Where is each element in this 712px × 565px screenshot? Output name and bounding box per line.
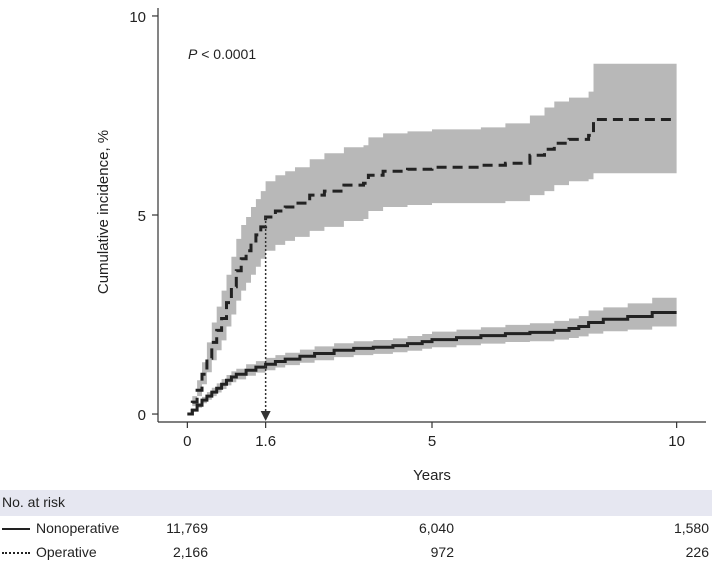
risk-value: 11,769	[166, 520, 208, 536]
x-tick-label: 1.6	[255, 433, 276, 450]
nonoperative-confidence-band	[187, 297, 677, 414]
axes: 0 5 10 0 1.6 5 10	[129, 8, 706, 450]
risk-value: 1,580	[673, 520, 709, 536]
risk-table-title: No. at risk	[2, 494, 66, 510]
x-tick-label: 10	[668, 433, 685, 450]
operative-series-line	[187, 118, 677, 416]
risk-row-nonoperative: Nonoperative 11,769 6,040 1,580	[0, 518, 712, 540]
y-tick-label: 10	[129, 9, 146, 26]
cumulative-incidence-chart: 0 5 10 0 1.6 5 10 P < 0.0001 Cumulative incide…	[95, 8, 706, 484]
risk-row-label: Nonoperative	[36, 520, 120, 536]
risk-row-operative: Operative 2,166 972 226	[0, 542, 712, 564]
p-value-letter: P	[188, 46, 198, 62]
confidence-bands	[187, 63, 677, 414]
y-tick-label: 0	[138, 407, 146, 424]
risk-value: 6,040	[418, 520, 454, 536]
marker-arrowhead	[260, 411, 271, 421]
y-tick-label: 5	[138, 208, 146, 225]
nonoperative-series-line	[187, 311, 677, 416]
p-value-text: < 0.0001	[197, 46, 256, 62]
x-tick-label: 0	[183, 433, 191, 450]
y-axis-label: Cumulative incidence, %	[95, 130, 112, 294]
x-axis-label: Years	[413, 467, 451, 484]
x-tick-label: 5	[428, 433, 436, 450]
risk-value: 226	[685, 544, 709, 560]
dotted-line-swatch	[2, 552, 30, 554]
risk-row-label: Operative	[36, 544, 97, 560]
operative-confidence-band	[187, 63, 677, 414]
series-lines	[187, 118, 677, 416]
solid-line-swatch	[2, 528, 30, 530]
risk-value: 972	[430, 544, 454, 560]
risk-value: 2,166	[172, 544, 208, 560]
risk-table-header-band	[0, 490, 712, 516]
p-value-annotation: P < 0.0001	[188, 46, 256, 62]
